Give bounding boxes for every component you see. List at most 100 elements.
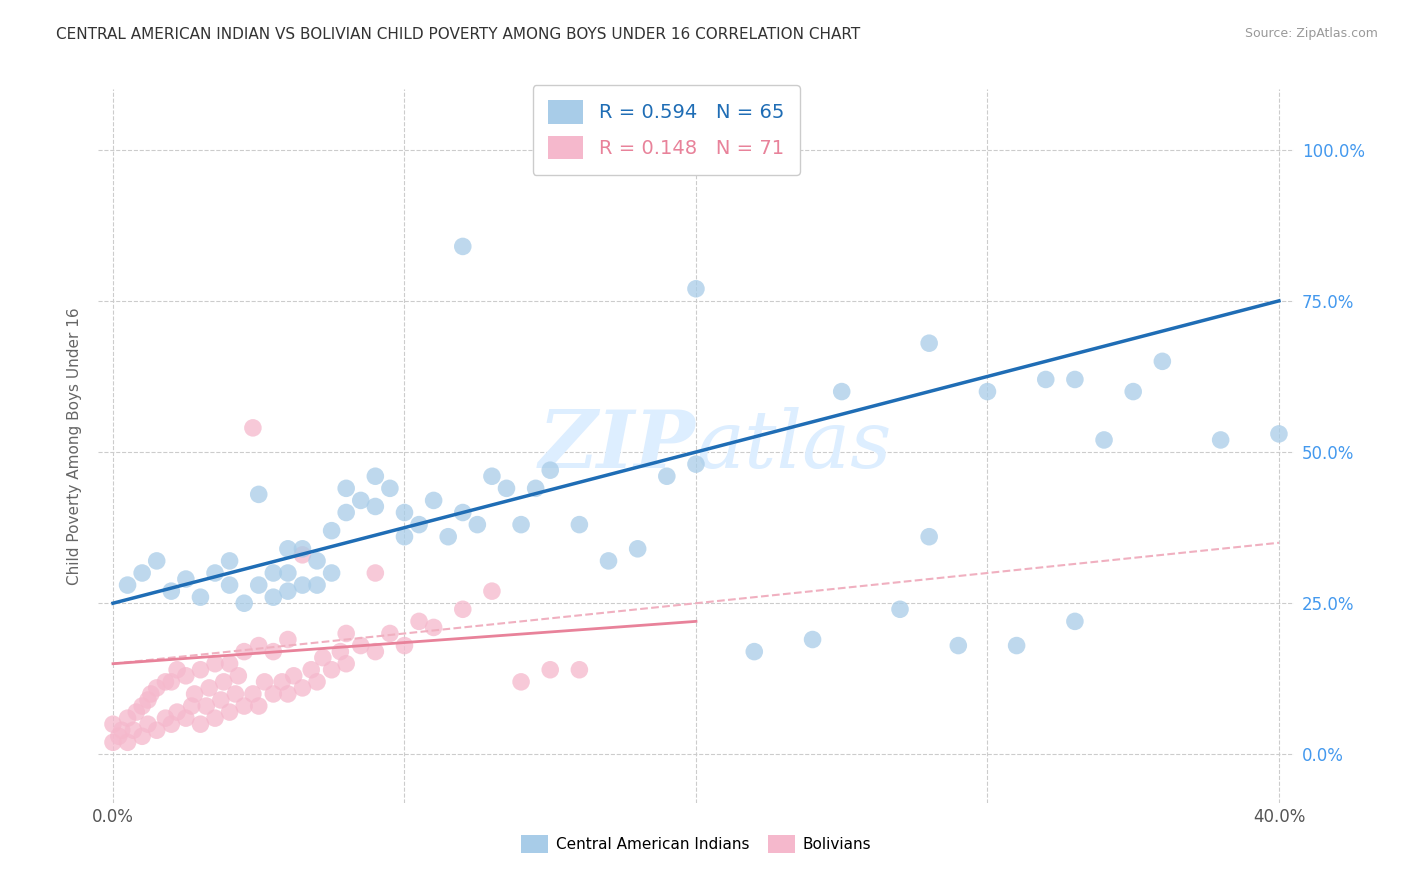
Point <box>247 487 270 501</box>
Point <box>145 554 167 568</box>
Point <box>451 506 474 520</box>
Point <box>180 699 202 714</box>
Point <box>174 711 197 725</box>
Point <box>299 663 322 677</box>
Point <box>145 723 167 738</box>
Point <box>262 645 284 659</box>
Point <box>831 384 853 399</box>
Point <box>568 517 591 532</box>
Point <box>242 687 264 701</box>
Point <box>218 578 240 592</box>
Point <box>1064 615 1087 629</box>
Y-axis label: Child Poverty Among Boys Under 16: Child Poverty Among Boys Under 16 <box>67 307 83 585</box>
Point <box>160 674 183 689</box>
Point <box>1005 639 1028 653</box>
Point <box>1209 433 1232 447</box>
Point <box>247 578 270 592</box>
Point <box>422 620 444 634</box>
Point <box>218 705 240 719</box>
Legend: Central American Indians, Bolivians: Central American Indians, Bolivians <box>515 829 877 859</box>
Point <box>1092 433 1115 447</box>
Point <box>335 481 357 495</box>
Point <box>247 639 270 653</box>
Point <box>364 566 387 580</box>
Point <box>190 717 212 731</box>
Point <box>321 566 343 580</box>
Point <box>291 541 314 556</box>
Point <box>655 469 678 483</box>
Point <box>108 729 131 743</box>
Point <box>335 506 357 520</box>
Point <box>262 566 284 580</box>
Point <box>242 421 264 435</box>
Point <box>166 663 188 677</box>
Point <box>277 632 299 647</box>
Point <box>305 554 328 568</box>
Point <box>350 493 373 508</box>
Point <box>190 590 212 604</box>
Point <box>253 674 276 689</box>
Point <box>408 517 430 532</box>
Point <box>305 674 328 689</box>
Point <box>136 717 159 731</box>
Point <box>350 639 373 653</box>
Point <box>277 687 299 701</box>
Point <box>174 572 197 586</box>
Point <box>209 693 232 707</box>
Point <box>131 566 153 580</box>
Point <box>262 590 284 604</box>
Point <box>1152 354 1174 368</box>
Point <box>918 336 941 351</box>
Point <box>190 663 212 677</box>
Point <box>101 735 124 749</box>
Point <box>364 500 387 514</box>
Point <box>271 674 294 689</box>
Point <box>155 711 177 725</box>
Point <box>291 681 314 695</box>
Point <box>976 384 998 399</box>
Point <box>277 584 299 599</box>
Point <box>948 639 970 653</box>
Point <box>1268 426 1291 441</box>
Point <box>510 517 533 532</box>
Point <box>627 541 650 556</box>
Point <box>155 674 177 689</box>
Point <box>422 493 444 508</box>
Point <box>305 578 328 592</box>
Point <box>204 657 226 671</box>
Point <box>437 530 460 544</box>
Point <box>451 602 474 616</box>
Point <box>321 524 343 538</box>
Point <box>364 645 387 659</box>
Point <box>685 457 707 471</box>
Point <box>195 699 218 714</box>
Point <box>321 663 343 677</box>
Point <box>166 705 188 719</box>
Point <box>233 596 256 610</box>
Point <box>262 687 284 701</box>
Point <box>481 469 503 483</box>
Point <box>131 699 153 714</box>
Point <box>233 645 256 659</box>
Point <box>451 239 474 253</box>
Point <box>378 481 401 495</box>
Point <box>538 663 561 677</box>
Text: CENTRAL AMERICAN INDIAN VS BOLIVIAN CHILD POVERTY AMONG BOYS UNDER 16 CORRELATIO: CENTRAL AMERICAN INDIAN VS BOLIVIAN CHIL… <box>56 27 860 42</box>
Point <box>524 481 547 495</box>
Point <box>538 463 561 477</box>
Point <box>204 566 226 580</box>
Point <box>111 723 134 738</box>
Point <box>394 639 416 653</box>
Point <box>742 645 765 659</box>
Text: atlas: atlas <box>696 408 891 484</box>
Point <box>228 669 250 683</box>
Point <box>125 705 148 719</box>
Point <box>568 663 591 677</box>
Point <box>145 681 167 695</box>
Point <box>481 584 503 599</box>
Point <box>160 584 183 599</box>
Point <box>291 578 314 592</box>
Point <box>136 693 159 707</box>
Point <box>183 687 205 701</box>
Point <box>212 674 235 689</box>
